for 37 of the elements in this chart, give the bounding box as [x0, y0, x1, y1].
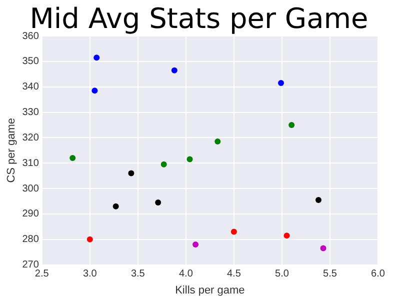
- point: [171, 67, 178, 74]
- point: [192, 241, 199, 248]
- point: [278, 80, 284, 86]
- point: [155, 200, 162, 206]
- point: [128, 170, 134, 176]
- y-tick-label: 340: [22, 82, 40, 93]
- y-tick-label: 310: [22, 158, 40, 169]
- y-tick-label: 320: [22, 132, 40, 144]
- x-tick-label: 4.0: [178, 268, 194, 280]
- point: [288, 122, 295, 128]
- point: [230, 228, 237, 235]
- y-tick-label: 350: [22, 56, 40, 68]
- point: [284, 232, 290, 239]
- point: [92, 88, 98, 94]
- point: [70, 155, 76, 162]
- y-axis-title: CS per game: [6, 118, 18, 183]
- point: [186, 156, 193, 162]
- x-tick-label: 5.5: [323, 268, 338, 280]
- point: [112, 203, 119, 210]
- y-tick-label: 330: [22, 107, 40, 118]
- x-tick-label: 3.0: [82, 268, 98, 280]
- point: [315, 196, 322, 203]
- y-tick-label: 300: [22, 183, 40, 194]
- x-tick-label: 2.5: [34, 268, 50, 280]
- x-tick-label: 4.5: [226, 268, 242, 280]
- y-tick-label: 270: [22, 260, 40, 271]
- point: [214, 138, 221, 144]
- point: [320, 245, 326, 252]
- x-tick-label: 5.0: [275, 268, 290, 280]
- x-axis-title: Kills per game: [175, 284, 245, 296]
- x-tick-label: 3.5: [130, 268, 146, 280]
- point: [160, 161, 167, 168]
- x-tick-label: 6.0: [371, 268, 386, 280]
- y-tick-label: 280: [22, 234, 40, 246]
- point: [94, 54, 100, 61]
- y-tick-label: 290: [22, 208, 40, 220]
- point: [86, 236, 93, 242]
